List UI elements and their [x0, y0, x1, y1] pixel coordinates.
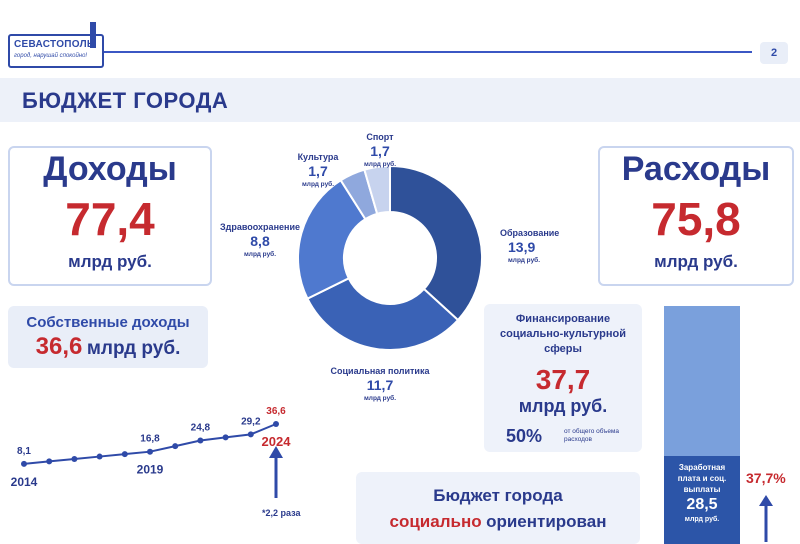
monument-icon	[90, 22, 96, 48]
donut-label-3: Здравоохранение	[220, 222, 300, 232]
expenses-label: Расходы	[621, 150, 771, 188]
income-value: 77,4	[65, 193, 155, 245]
income-unit: млрд руб.	[68, 252, 152, 271]
donut-slice-1	[389, 164, 483, 322]
bottom-line2: социально ориентирован	[356, 512, 640, 532]
financing-value: 37,7	[535, 364, 591, 395]
salary-share-arrow	[759, 495, 773, 542]
page-title: БЮДЖЕТ ГОРОДА	[22, 88, 229, 113]
donut-unit-1: млрд руб.	[508, 256, 540, 264]
financing-percent: 50%	[506, 426, 543, 446]
line-point-2018	[121, 451, 128, 458]
financing-box: Финансирование социально-культурной сфер…	[484, 304, 642, 452]
donut-slice-3	[297, 178, 367, 300]
donut-unit-4: млрд руб.	[302, 180, 334, 188]
salary-share: 37,7%	[746, 470, 786, 486]
expenses-card: Расходы 75,8 млрд руб.	[598, 146, 794, 286]
line-point-2020	[172, 443, 179, 450]
donut-value-2: 11,7	[367, 377, 394, 393]
line-point-2017	[96, 453, 103, 460]
expenses-value: 75,8	[651, 193, 741, 245]
own-income-box: Собственные доходы 36,6 млрд руб.	[8, 306, 208, 368]
donut-label-1: Образование	[500, 228, 559, 238]
financing-percent-note: от общего объема расходов	[564, 428, 620, 443]
own-income-value: 36,6	[35, 333, 83, 360]
own-income-amount: 36,6 млрд руб.	[8, 333, 208, 361]
line-point-2023	[247, 431, 254, 438]
growth-arrow-head	[269, 446, 283, 458]
line-point-2021	[197, 437, 204, 444]
donut-unit-5: млрд руб.	[364, 160, 396, 168]
salary-unit: млрд руб.	[684, 516, 720, 523]
line-value-label-2014: 8,1	[17, 446, 31, 457]
line-point-2016	[71, 455, 78, 462]
income-label: Доходы	[43, 150, 177, 188]
own-income-line-chart: 8,1 16,8 24,8 29,2 36,6 2014 2019 2024 *2,2 раза	[11, 406, 302, 518]
logo-title: СЕВАСТОПОЛЬ	[14, 39, 95, 50]
donut-slice-2	[306, 276, 460, 351]
own-income-label: Собственные доходы	[26, 314, 190, 331]
line-point-2024	[273, 421, 279, 427]
financing-unit: млрд руб.	[518, 396, 608, 416]
donut-unit-2: млрд руб.	[364, 394, 396, 402]
line-value-label-2024: 36,6	[266, 406, 286, 417]
own-income-unit: млрд руб.	[86, 338, 181, 359]
title-bar	[0, 78, 800, 122]
share-bar-salary: Заработная плата и соц. выплаты 28,5 млр…	[664, 456, 740, 544]
donut-slice-5	[363, 164, 391, 216]
donut-value-3: 8,8	[250, 233, 270, 249]
growth-note: *2,2 раза	[262, 508, 301, 518]
line-year-label-2019: 2019	[137, 463, 164, 477]
donut-label-5: Спорт	[366, 132, 394, 142]
line-point-2015	[46, 458, 53, 465]
bottom-line2-red: социально	[389, 512, 482, 531]
line-value-label-2021: 24,8	[191, 423, 211, 434]
page-number: 2	[760, 42, 788, 64]
city-logo: СЕВАСТОПОЛЬ город, нарушай спокойно!	[8, 22, 104, 68]
budget-oriented-box: Бюджет города социально ориентирован	[356, 472, 640, 544]
donut-unit-3: млрд руб.	[244, 250, 276, 258]
expenses-unit: млрд руб.	[654, 252, 738, 271]
line-value-label-2019: 16,8	[140, 434, 160, 445]
line-year-label-2014: 2014	[11, 475, 38, 489]
logo-slogan: город, нарушай спокойно!	[14, 53, 88, 59]
salary-value: 28,5	[686, 496, 718, 513]
line-point-2022	[222, 434, 229, 441]
donut-label-2: Социальная политика	[331, 366, 431, 376]
bottom-line2-blue: ориентирован	[486, 512, 607, 531]
bottom-line1: Бюджет города	[433, 486, 563, 505]
share-bar-remainder	[664, 306, 740, 456]
salary-label: Заработная плата и соц. выплаты	[677, 463, 727, 494]
header-divider	[104, 51, 752, 53]
donut-value-5: 1,7	[370, 143, 390, 159]
line-value-label-2023: 29,2	[241, 416, 261, 427]
line-year-label-2024: 2024	[262, 434, 292, 449]
donut-label-4: Культура	[298, 152, 340, 162]
donut-value-1: 13,9	[508, 239, 535, 255]
donut-value-4: 1,7	[308, 163, 328, 179]
line-point-2014	[21, 460, 27, 467]
financing-label: Финансирование социально-культурной сфер…	[500, 313, 626, 355]
income-card: Доходы 77,4 млрд руб.	[8, 146, 212, 286]
line-point-2019	[147, 448, 153, 455]
